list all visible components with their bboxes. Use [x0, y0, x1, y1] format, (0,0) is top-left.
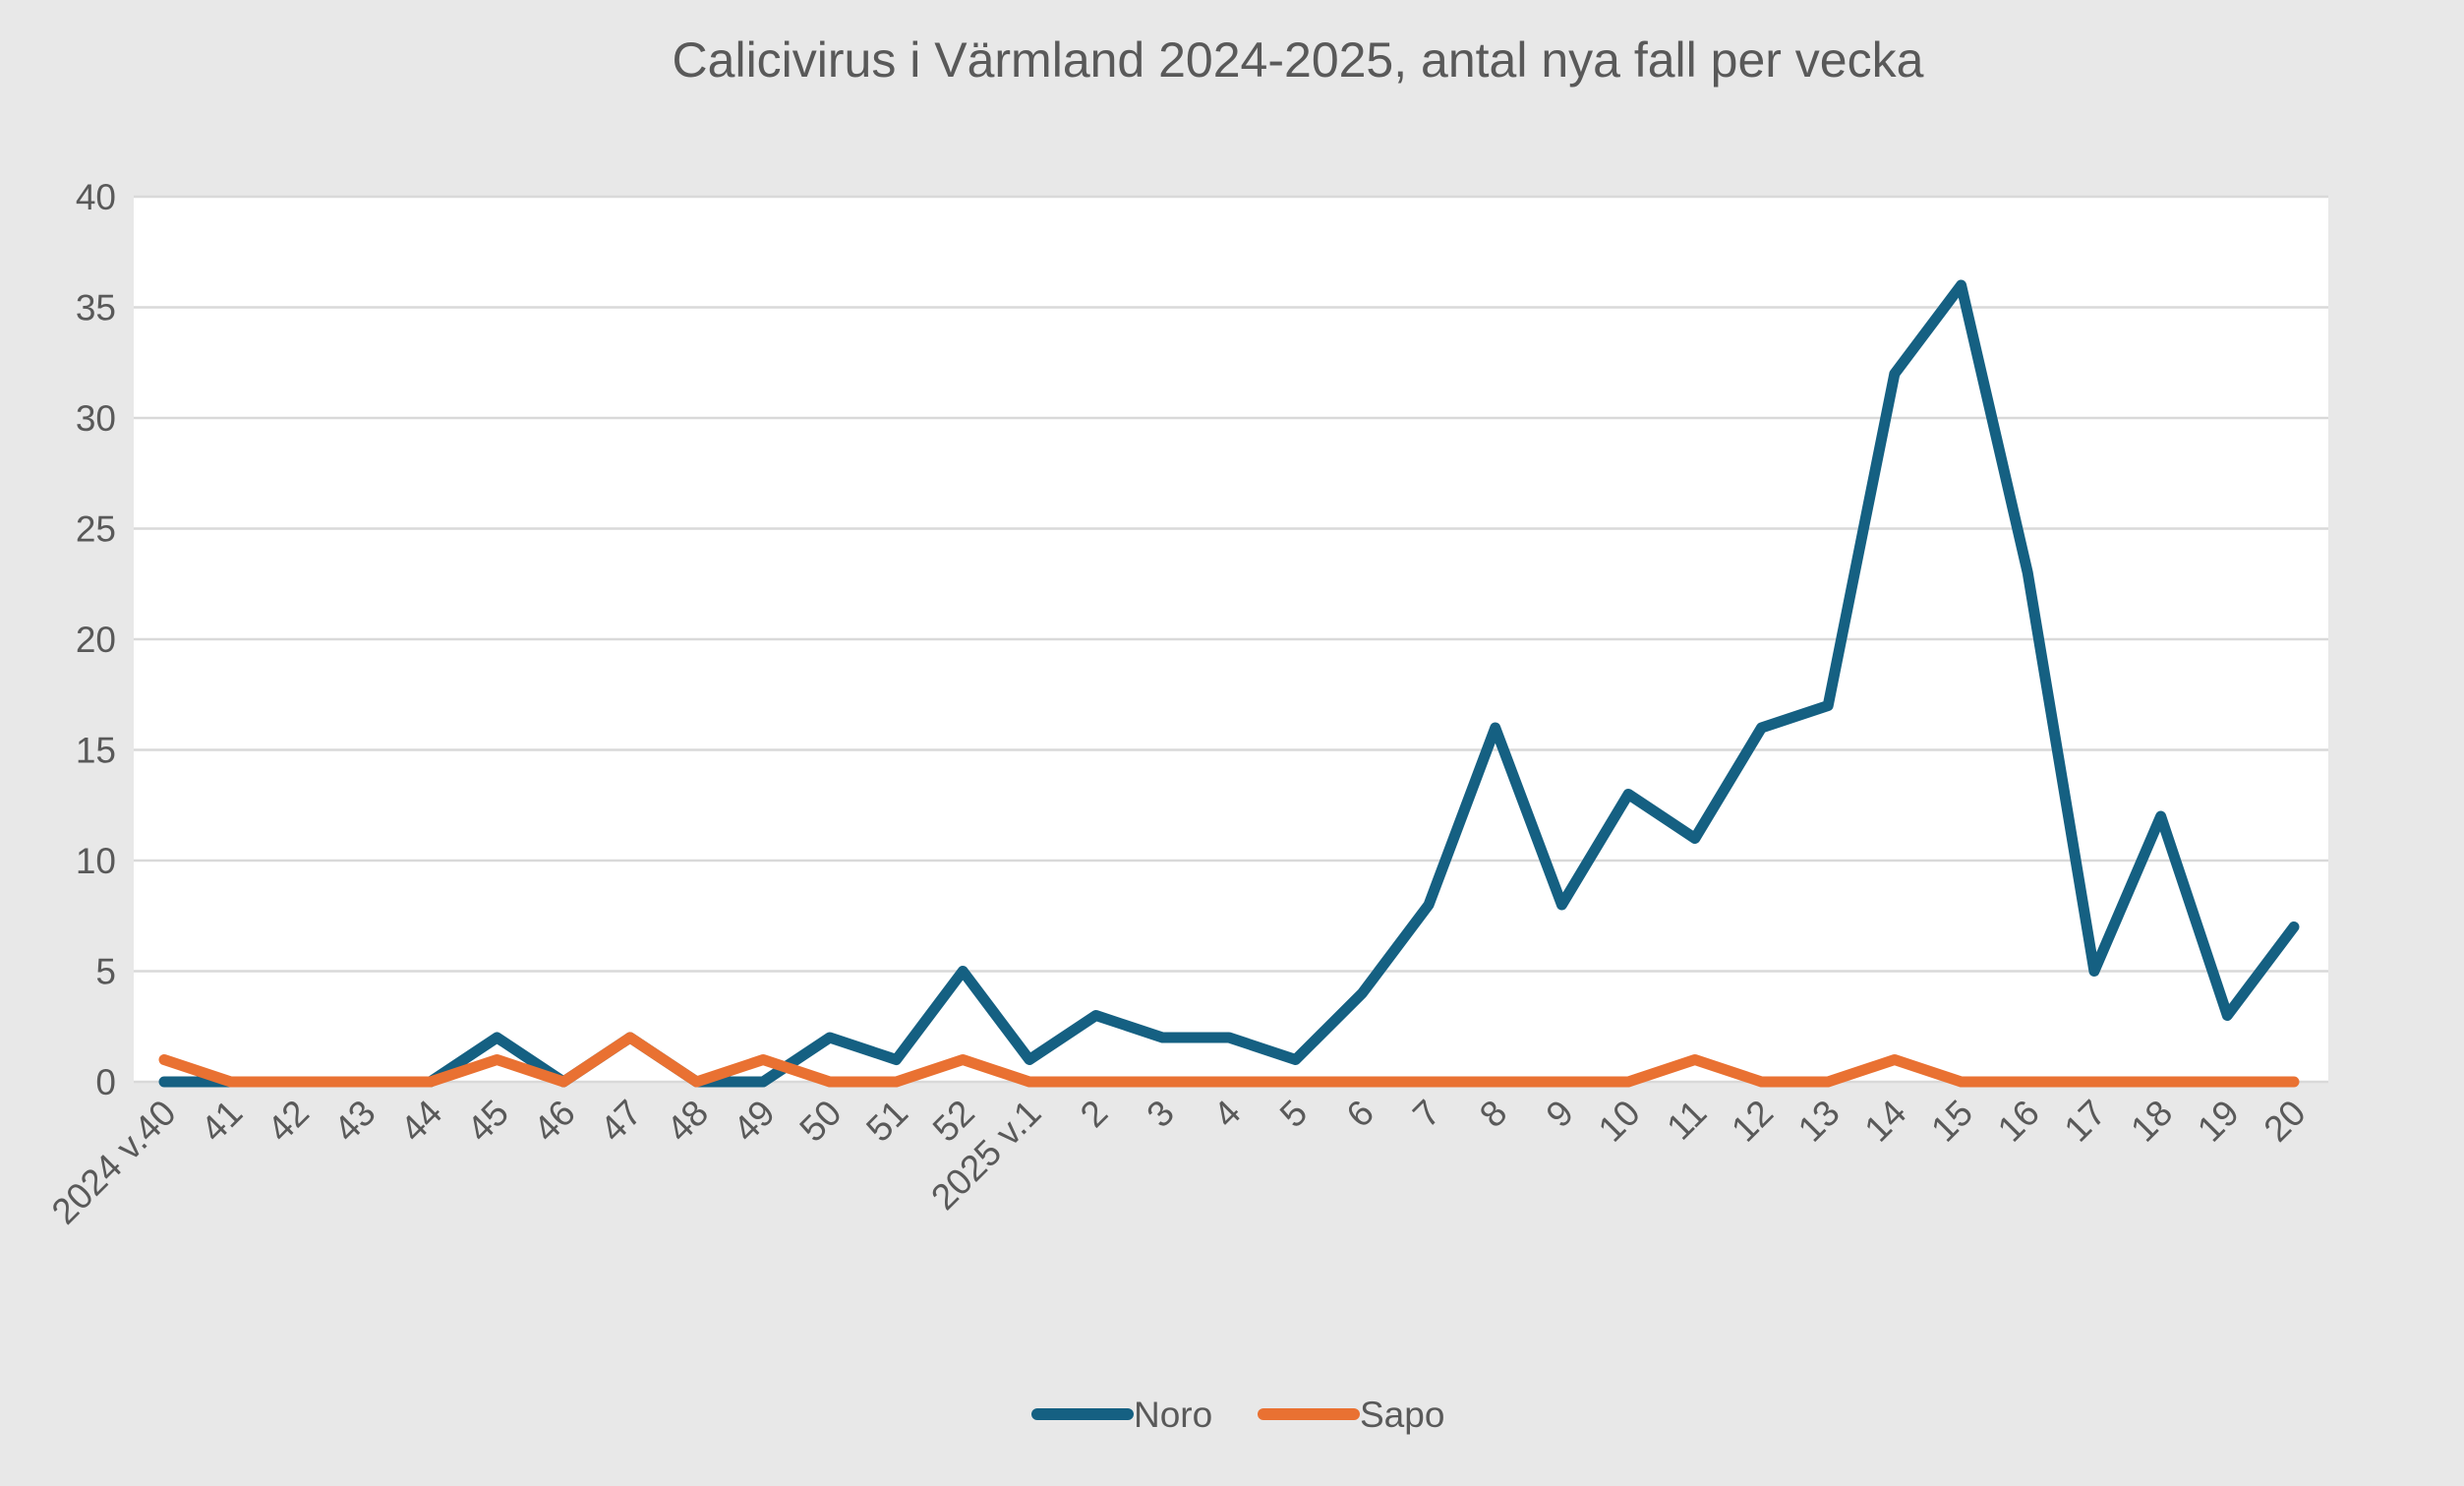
- y-tick-label-0: 0: [95, 1062, 116, 1102]
- y-tick-label-5: 5: [95, 952, 116, 992]
- y-tick-label-25: 25: [76, 509, 116, 550]
- y-tick-label-20: 20: [76, 620, 116, 660]
- y-tick-label-30: 30: [76, 398, 116, 439]
- series-line-noro: [158, 279, 2300, 1088]
- legend-label-sapo: Sapo: [1360, 1395, 1444, 1435]
- series-lines: [158, 279, 2300, 1088]
- y-axis-labels: 0 5 10 15 20 25 30 35 40: [76, 177, 116, 1102]
- y-tick-label-35: 35: [76, 288, 116, 328]
- legend-label-noro: Noro: [1134, 1395, 1212, 1435]
- legend: Noro Sapo: [1031, 1395, 1444, 1435]
- series-line-sapo: [158, 1032, 2300, 1088]
- y-tick-label-15: 15: [76, 731, 116, 771]
- y-tick-label-40: 40: [76, 177, 116, 217]
- y-tick-label-10: 10: [76, 841, 116, 881]
- chart-title: Calicivirus i Värmland 2024-2025, antal …: [673, 32, 1924, 88]
